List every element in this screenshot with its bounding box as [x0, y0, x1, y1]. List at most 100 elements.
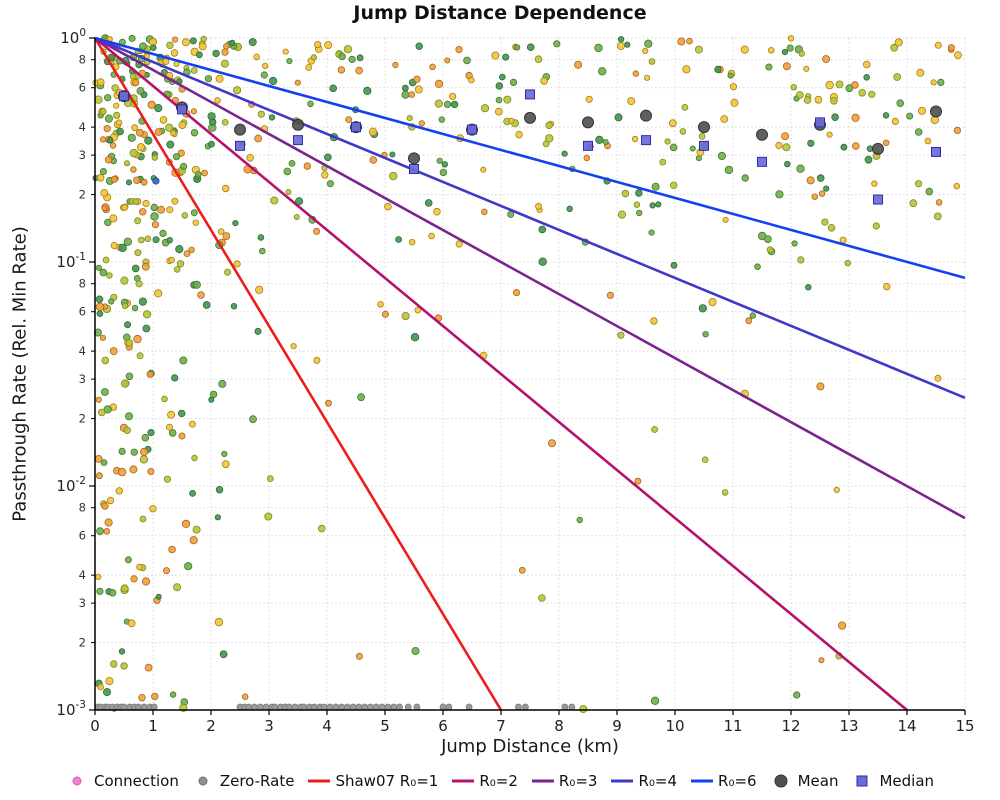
zero-rate-point	[291, 703, 299, 711]
x-tick-label: 4	[322, 717, 332, 735]
scatter-point	[96, 587, 104, 595]
scatter-point	[138, 208, 147, 216]
scatter-point	[408, 91, 416, 98]
zero-rate-point	[326, 703, 334, 711]
scatter-point	[190, 108, 197, 115]
scatter-point	[146, 370, 154, 378]
scatter-point	[775, 190, 784, 199]
scatter-point	[168, 256, 175, 264]
scatter-point	[99, 167, 107, 175]
scatter-point	[285, 188, 292, 195]
scatter-point	[167, 410, 176, 419]
zero-rate-point	[378, 703, 386, 711]
scatter-point	[188, 246, 195, 253]
scatter-point	[101, 388, 109, 396]
y-axis-title: Passthrough Rate (Rel. Min Rate)	[9, 226, 31, 522]
zero-rate-point	[343, 703, 351, 711]
tick-labels: 0 1 2 3 4 5 6 7 8 9 10 11 12 13 14 1510010-110-210-3864…	[56, 27, 974, 735]
scatter-point	[189, 37, 197, 45]
scatter-point	[131, 124, 139, 132]
zero-rate-point	[245, 703, 253, 711]
legend-item-connection[interactable]: Connection	[66, 772, 179, 790]
scatter-point	[136, 143, 146, 152]
median-marker	[699, 140, 709, 151]
scatter-point	[677, 37, 686, 46]
scatter-point	[214, 97, 221, 104]
zero-rate-point	[361, 703, 369, 711]
legend-item-r-6[interactable]: R₀=6	[690, 772, 757, 790]
scatter-point	[545, 134, 554, 143]
scatter-point	[814, 95, 823, 104]
scatter-point	[140, 447, 149, 457]
scatter-point	[108, 588, 117, 597]
scatter-point	[133, 176, 141, 184]
scatter-point	[220, 59, 229, 68]
scatter-point	[670, 261, 678, 269]
scatter-point	[111, 84, 119, 92]
scatter-point	[651, 426, 658, 433]
scatter-point	[381, 310, 389, 318]
legend-item-r-2[interactable]: R₀=2	[451, 772, 518, 790]
legend-item-zero-rate[interactable]: Zero-Rate	[192, 772, 294, 790]
scatter-point	[811, 193, 818, 200]
scatter-point	[130, 166, 137, 173]
scatter-point	[494, 107, 503, 116]
scatter-point	[106, 272, 113, 279]
scatter-point	[883, 139, 890, 146]
scatter-point	[295, 197, 304, 206]
zero-rate-point	[150, 703, 158, 711]
scatter-point	[954, 51, 962, 59]
scatter-point	[154, 128, 163, 136]
scatter-point	[177, 409, 186, 418]
zero-rate-point	[404, 703, 412, 711]
scatter-point	[598, 67, 607, 76]
scatter-point	[655, 201, 662, 208]
scatter-point	[96, 472, 103, 480]
scatter-point	[406, 115, 413, 122]
scatter-point	[286, 57, 293, 65]
mean-marker	[292, 118, 304, 131]
scatter-point	[144, 235, 152, 243]
scatter-point	[141, 577, 151, 586]
scatter-point	[363, 86, 372, 96]
scatter-point	[896, 99, 904, 107]
legend-marker-line	[611, 779, 634, 783]
scatter-point	[837, 621, 847, 630]
scatter-point	[695, 155, 703, 162]
median-marker	[177, 104, 187, 115]
legend-item-r-4[interactable]: R₀=4	[610, 772, 677, 790]
scatter-point	[166, 140, 175, 149]
scatter-point	[109, 347, 118, 356]
y-minor-tick-label: 6	[79, 305, 86, 319]
scatter-point	[202, 301, 211, 309]
scatter-point	[221, 119, 229, 126]
scatter-point	[201, 169, 208, 177]
scatter-point	[178, 121, 187, 129]
scatter-point	[767, 46, 775, 54]
zero-rate-point	[413, 703, 421, 711]
legend-item-mean[interactable]: Mean	[770, 772, 838, 790]
scatter-point	[169, 691, 177, 698]
mean-marker	[698, 121, 710, 134]
scatter-point	[109, 142, 117, 149]
scatter-point	[135, 128, 144, 137]
scatter-point	[925, 187, 934, 196]
scatter-point	[786, 44, 794, 52]
scatter-point	[307, 100, 314, 108]
legend-item-shaw07-r-1[interactable]: Shaw07 R₀=1	[307, 772, 438, 790]
scatter-point	[893, 73, 902, 81]
zero-rate-point	[439, 703, 447, 711]
scatter-point	[209, 390, 218, 399]
scatter-point	[108, 53, 116, 62]
median-marker	[293, 135, 303, 146]
scatter-point	[633, 201, 641, 208]
scatter-point	[123, 426, 131, 434]
scatter-point	[916, 68, 925, 77]
zero-rate-point	[251, 703, 258, 711]
legend-item-r-3[interactable]: R₀=3	[531, 772, 597, 790]
scatter-point	[648, 229, 655, 236]
legend-item-median[interactable]: Median	[851, 772, 934, 790]
scatter-point	[538, 257, 547, 266]
scatter-point	[283, 167, 292, 176]
scatter-point	[169, 129, 177, 137]
